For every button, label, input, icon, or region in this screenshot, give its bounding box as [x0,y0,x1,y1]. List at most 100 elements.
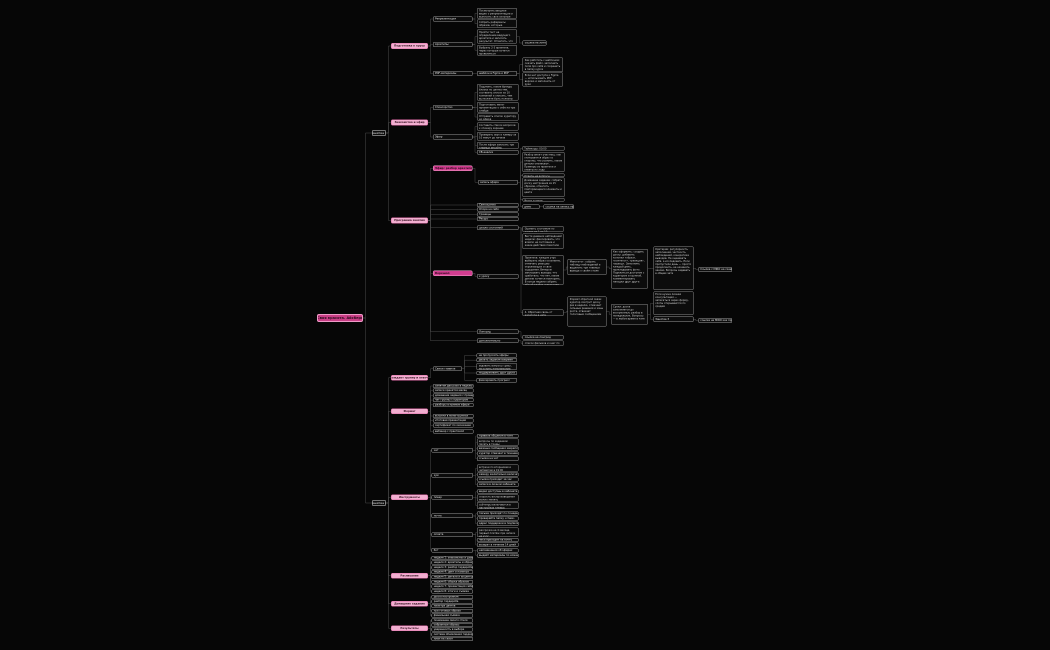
hw-3[interactable]: палитра цветов [431,604,474,609]
note-format-8[interactable]: сертификат по окончании [433,423,474,428]
highlight-workshop[interactable]: Воркшоп [433,270,473,276]
note-efir-4[interactable]: СВ-анализ [477,150,519,155]
node-zanyatie-3[interactable]: Занятие 3 [653,316,694,322]
note-format-5[interactable]: разборы в прямом эфире [433,402,474,407]
note-format-1[interactable]: занятия два раза в неделю [433,384,474,388]
note-shkala-1[interactable]: Оценить состояние по шкале от 1 до 10 [522,226,564,232]
note-pochta-1[interactable]: письма приходят по понедельникам [477,511,519,516]
root-node[interactable]: Своя красота. Айсберг [317,314,363,322]
note-zapis-3[interactable]: Ответы на вопросы [522,173,565,177]
topic-dopolnitelno[interactable]: дополнительно [477,338,519,343]
result-5[interactable]: план на сезон [431,637,474,642]
note-zapis-1[interactable]: Таймкоды: 00:00 вступление [522,146,565,151]
session-2-node[interactable]: Занятие 2 [372,500,386,506]
note-oplata-1[interactable]: рассрочка на 4 месяца, первый платёж при… [477,527,519,538]
tool-bot[interactable]: бот [431,548,474,553]
hw-4[interactable]: три готовых образа [431,608,474,613]
topic-resurs[interactable]: Ресурс [477,217,519,221]
category-instrumenty[interactable]: Инструменты [391,494,428,500]
link-k-uroku[interactable]: к уроку [477,274,519,279]
topic-pdf[interactable]: PDF-материалы [433,71,473,76]
note-player-1[interactable]: видео доступны в кабинете [477,489,519,494]
note-konsultaciya[interactable]: Если нужна личная консультация — записат… [653,291,694,315]
tool-chat[interactable]: чат [431,448,474,453]
note-itog[interactable]: Мини-итог: собрать таблицу наблюдений и … [567,259,607,275]
link-literatura[interactable]: ссылка на литературу [522,40,547,46]
note-reprezentaciya-1[interactable]: Посмотреть вводное видео о репрезентации… [477,8,517,19]
note-shkala-2[interactable]: Вести дневник наблюдений неделю: фиксиро… [522,233,564,249]
note-shkala-3[interactable]: Практика: каждое утро выбирать образ осо… [522,255,564,285]
note-zoom-1[interactable]: встречи по вторникам и четвергам в 19:00 [477,464,519,472]
hw-2[interactable]: разбор гардероба [431,599,474,604]
note-efir-3[interactable]: После эфира записать три главных инсайта [477,142,519,149]
week-5[interactable]: неделя 5: детали и акценты [431,575,474,579]
note-zoom-2[interactable]: камеру желательно включать [477,472,519,477]
category-kurator[interactable]: Куратор сопровождает группу и отвечает н… [391,375,428,381]
note-format-3[interactable]: домашние задания с проверкой [433,393,474,398]
note-pochta-3[interactable]: адрес поддержки в подписи [477,521,519,526]
week-8[interactable]: неделя 8: итоги и съёмка [431,589,474,594]
note-pochta-2[interactable]: проверяйте папку «спам» [477,516,519,521]
note-chat-1[interactable]: правила общения в чате [477,434,519,438]
note-format-7[interactable]: итоговая презентация [433,418,474,423]
note-figma-1[interactable]: Как работать с шаблоном: скачать файл, з… [522,57,564,72]
note-zapis-5[interactable]: Итоги и анонс [522,198,565,202]
note-zoom-4[interactable]: записи в личном кабинете [477,482,519,487]
note-arhetipy-1[interactable]: Пройти тест на определение ведущего архе… [477,29,517,44]
link-miro-primer[interactable]: ссылка на MIRO как пример [698,318,732,323]
week-1[interactable]: неделя 1: знакомство и диагностика стиля [431,555,474,560]
topic-opora[interactable]: Опора на себя [477,207,519,212]
topic-shkala[interactable]: шкала состояний [477,225,519,230]
link-zapis-efira[interactable]: запись эфира [478,180,518,185]
note-glavnoe-2[interactable]: делать задания вовремя [476,358,518,363]
week-7[interactable]: неделя 7: презентация себя [431,584,474,589]
note-format-4[interactable]: чат группы с куратором [433,398,474,403]
week-2[interactable]: неделя 2: архетипы и образ [431,560,474,565]
note-format-6[interactable]: встречи в мини-группах [433,414,474,418]
tool-zoom[interactable]: зум [431,473,474,478]
note-format-2[interactable]: записи хранятся месяц [433,388,474,393]
note-efir-1[interactable]: Составить список вопросов к спикеру зара… [477,122,519,131]
note-efir-2[interactable]: Проверить звук и камеру за 10 минут до н… [477,132,519,141]
note-oplata-3[interactable]: возврат в течение 14 дней [477,542,519,548]
category-podgotovka[interactable]: Подготовка к курсу [391,43,428,49]
topic-efir[interactable]: Эфир [433,134,473,140]
topic-sponsorstvo[interactable]: Спонсорство [433,105,473,110]
tool-pochta[interactable]: почта [431,513,474,519]
note-feedback[interactable]: Формат обратной связи: куратор смотрит д… [567,296,607,327]
note-glavnoe-3[interactable]: задавать вопросы сразу, не копить непони… [476,363,518,370]
note-sponsorstvo-1[interactable]: Подумать, какие бренды близки по ценност… [477,84,519,101]
category-domashka[interactable]: Домашние задания [391,601,428,607]
note-zoom-3[interactable]: ссылка приходит за час [477,477,519,482]
week-3[interactable]: неделя 3: разбор гардероба [431,565,474,570]
result-3[interactable]: уверенность в выборе [431,627,474,632]
note-chat-2[interactable]: вопросы по заданиям писать в треды [477,438,519,446]
note-oformlenie[interactable]: Как оформить: создать доску, добавить ко… [611,249,648,289]
note-player-2[interactable]: скорость воспроизведения можно менять [477,494,519,502]
link-demo[interactable]: демо [522,204,540,209]
note-shkala-4[interactable]: 4. Обратная связь от куратора в чате [522,309,564,316]
note-bot-1[interactable]: напоминания об эфирах [477,548,519,553]
note-sroki[interactable]: Сроки: доска заполняется до воскресенья,… [611,304,648,325]
note-glavnoe-4[interactable]: поддерживать друг друга [476,371,518,375]
category-znakomstvo[interactable]: Знакомство и эфир [391,119,428,126]
topic-samoocenka[interactable]: Самооценка [477,203,519,207]
note-sponsorstvo-2[interactable]: Подготовить мини-презентацию о себе на т… [477,102,519,113]
note-format-9[interactable]: вебинар с практикой [433,429,474,434]
highlight-efir-arhetipy[interactable]: Эфир: разбор архетипов [433,165,473,171]
tool-player[interactable]: плеер [431,495,474,500]
link-longrid[interactable]: ссылка на лонгрид [522,335,564,340]
tool-oplata[interactable]: оплата [431,532,474,537]
result-1[interactable]: понимание своего стиля [431,618,474,623]
week-4[interactable]: неделя 4: цвет и палитра [431,570,474,575]
note-chat-3[interactable]: важные сообщения закрепляются [477,446,519,451]
note-chat-4[interactable]: куратор отвечает в течение дня [477,451,519,456]
hw-5[interactable]: финальная съёмка [431,613,474,618]
note-zapis-2[interactable]: Разбор анкет участниц: как считывается о… [522,152,565,172]
note-bot-2[interactable]: выдаёт материалы по команде [477,553,519,558]
session-1-node[interactable]: Занятие 1 [372,130,386,136]
topic-arhetipy[interactable]: Архетипы [433,42,473,47]
topic-longrid[interactable]: Лонгрид [477,329,519,334]
result-2[interactable]: собранные образы [431,623,474,627]
note-figma-2[interactable]: Если нет доступа к Figma — использовать … [522,72,564,87]
